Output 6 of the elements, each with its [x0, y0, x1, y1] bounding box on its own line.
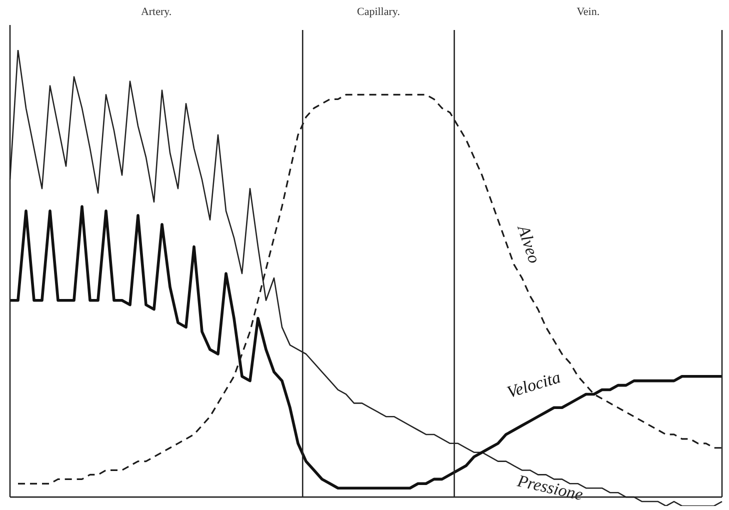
text: Capillary.	[356, 6, 400, 18]
text: Velocita	[504, 368, 563, 402]
text: Alveo	[514, 222, 544, 266]
text: Pressione	[514, 470, 586, 504]
text: Vein.	[576, 6, 600, 18]
text: Artery.	[140, 6, 172, 18]
